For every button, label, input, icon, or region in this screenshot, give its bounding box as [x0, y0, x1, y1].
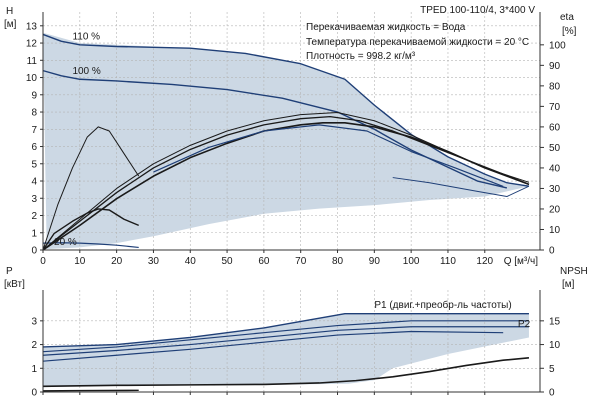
- series-line-5: [42, 357, 530, 388]
- series-line-0: [42, 313, 529, 348]
- info-line-temperature: Температура перекачиваемой жидкости = 20…: [306, 37, 529, 48]
- series-line-9: [153, 124, 504, 187]
- y-right-tick-label: 60: [549, 122, 561, 133]
- curve-label: 20 %: [54, 237, 77, 248]
- y-right-tick-label: 10: [549, 340, 561, 351]
- x-tick-label: 40: [185, 256, 197, 267]
- y-left-tick-label: 5: [31, 159, 37, 170]
- x-tick-label: 50: [222, 256, 234, 267]
- y-left-tick-label: 10: [26, 73, 38, 84]
- y-left-title: P: [6, 266, 13, 277]
- y-left-tick-label: 3: [31, 194, 37, 205]
- y-left-tick-label: 3: [31, 316, 37, 327]
- y-left-tick-label: 0: [31, 388, 37, 399]
- series-line-1: [42, 320, 529, 353]
- y-right-tick-label: 40: [549, 163, 561, 174]
- y-right-tick-label: 20: [549, 204, 561, 215]
- x-tick-label: 10: [74, 256, 86, 267]
- x-axis-label: Q [м³/ч]: [504, 256, 539, 267]
- y-right-tick-label: 5: [549, 364, 555, 375]
- y-left-title: H: [6, 6, 13, 17]
- y-left-tick-label: 0: [31, 246, 37, 257]
- operating-region: [43, 32, 529, 250]
- x-tick-label: 120: [476, 256, 493, 267]
- x-tick-label: 110: [440, 256, 456, 267]
- y-right-tick-label: 15: [549, 316, 561, 327]
- x-tick-label: 20: [111, 256, 123, 267]
- x-tick-label: 30: [148, 256, 160, 267]
- x-tick-label: 60: [258, 256, 270, 267]
- x-tick-label: 70: [295, 256, 307, 267]
- curve-label: 100 %: [72, 66, 100, 77]
- y-right-title: eta: [560, 12, 574, 23]
- x-tick-label: 100: [403, 256, 420, 267]
- curve-label: P1 (двиг.+преобр-ль частоты): [374, 299, 511, 311]
- x-tick-label: 80: [332, 256, 344, 267]
- y-left-unit: [м]: [4, 19, 17, 30]
- y-right-title: NPSH: [560, 266, 588, 277]
- info-line-liquid: Перекачиваемая жидкость = Вода: [306, 22, 466, 33]
- series-line-2: [42, 326, 529, 356]
- y-left-tick-label: 2: [31, 211, 37, 222]
- y-right-tick-label: 100: [549, 40, 566, 51]
- series-line-8: [42, 112, 530, 251]
- y-right-unit: [%]: [562, 26, 577, 37]
- y-left-tick-label: 9: [31, 90, 37, 101]
- y-right-tick-label: 90: [549, 61, 561, 72]
- y-right-unit: [м]: [562, 279, 575, 290]
- info-box: TPED 100-110/4, 3*400 V Перекачиваемая ж…: [306, 5, 535, 62]
- x-tick-label: 0: [40, 256, 46, 267]
- y-left-tick-label: 7: [31, 125, 37, 136]
- y-right-tick-label: 0: [549, 246, 555, 257]
- series-line-3: [392, 177, 530, 198]
- curve-label: 110 %: [72, 32, 100, 43]
- y-right-tick-label: 50: [549, 143, 561, 154]
- series-line-6: [42, 121, 530, 251]
- y-left-tick-label: 8: [31, 108, 37, 119]
- y-left-unit: [кВт]: [4, 279, 25, 290]
- y-left-tick-label: 2: [31, 340, 37, 351]
- x-tick-label: 90: [369, 256, 381, 267]
- y-left-tick-label: 13: [26, 21, 38, 32]
- chart-title: TPED 100-110/4, 3*400 V: [420, 5, 535, 16]
- series-line-2: [42, 242, 139, 249]
- series-line-4: [42, 126, 140, 251]
- y-left-tick-label: 6: [31, 142, 37, 153]
- series-line-0: [42, 33, 530, 187]
- y-right-tick-label: 80: [549, 81, 561, 92]
- y-left-tick-label: 11: [27, 56, 38, 67]
- series-line-7: [42, 115, 530, 251]
- info-line-density: Плотность = 998.2 кг/м³: [306, 51, 416, 62]
- y-left-tick-label: 1: [31, 228, 37, 239]
- series-line-3: [42, 330, 504, 362]
- y-right-tick-label: 10: [549, 225, 561, 236]
- y-right-tick-label: 70: [549, 102, 561, 113]
- y-right-tick-label: 0: [549, 388, 555, 399]
- y-left-tick-label: 4: [31, 177, 37, 188]
- power-npsh-panel: 0 1 2 3 0 5 10 15 P [кВт] NPSH [м] P1 (двиг.+преобр-…: [4, 266, 588, 399]
- y-left-tick-label: 1: [31, 364, 37, 375]
- y-right-tick-label: 30: [549, 184, 561, 195]
- head-efficiency-panel: 0123456789101112130102030405060708090100…: [4, 6, 577, 267]
- curve-label: P2: [518, 319, 531, 330]
- series-line-1: [42, 69, 508, 189]
- y-left-tick-label: 12: [26, 39, 38, 50]
